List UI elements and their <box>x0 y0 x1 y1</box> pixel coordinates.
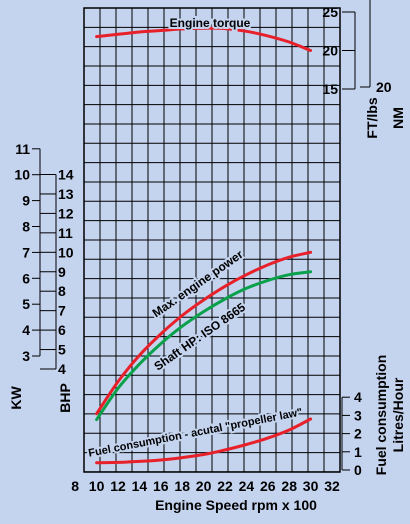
kw-tick-label: 11 <box>15 141 30 157</box>
bhp-tick-label: 10 <box>58 244 74 260</box>
bhp-tick-label: 5 <box>58 342 66 358</box>
nm-tick-label: 20 <box>376 79 392 95</box>
nm-tick-label: 25 <box>376 0 392 2</box>
fuel-tick-label: 0 <box>354 462 362 478</box>
kw-tick-label: 4 <box>22 322 30 338</box>
bhp-tick-label: 9 <box>58 264 66 280</box>
kw-tick-label: 5 <box>22 296 30 312</box>
x-tick-label: 22 <box>217 478 233 494</box>
x-tick-label: 28 <box>281 478 297 494</box>
grid-layer <box>83 7 341 473</box>
kw-tick-label: 9 <box>22 193 30 209</box>
max-engine-power-curve <box>95 250 313 416</box>
kw-tick-label: 3 <box>22 348 30 364</box>
bhp-tick-label: 8 <box>58 283 66 299</box>
nm-axis-title: NM <box>390 107 406 129</box>
kw-tick-label: 10 <box>14 167 30 183</box>
bhp-tick-label: 7 <box>58 303 66 319</box>
x-tick-label: 10 <box>89 478 105 494</box>
x-tick-label: 8 <box>71 478 79 494</box>
axis-layer <box>32 0 371 471</box>
bhp-tick-label: 12 <box>58 205 74 221</box>
fuel-tick-label: 2 <box>354 426 362 442</box>
bhp-tick-label: 4 <box>58 361 66 377</box>
fuel-tick-label: 1 <box>354 444 362 460</box>
x-tick-label: 26 <box>260 478 276 494</box>
bhp-tick-label: 11 <box>58 225 73 241</box>
curve-layer <box>95 26 313 465</box>
x-axis-title: Engine Speed rpm x 100 <box>155 497 317 513</box>
plot-frame <box>83 7 341 473</box>
fuel-axis-title: Fuel consumption <box>373 355 389 476</box>
ftlbs-tick-label: 20 <box>322 43 338 59</box>
x-tick-label: 16 <box>153 478 169 494</box>
fuel-tick-label: 4 <box>354 389 362 405</box>
fuel-tick-label: 3 <box>354 407 362 423</box>
kw-tick-label: 8 <box>22 219 30 235</box>
bhp-tick-label: 6 <box>58 322 66 338</box>
kw-axis-title: KW <box>8 386 24 410</box>
fuel-consumption-curve <box>95 417 313 465</box>
x-tick-label: 18 <box>174 478 190 494</box>
ftlbs-tick-label: 25 <box>322 4 338 20</box>
x-tick-label: 14 <box>132 478 148 494</box>
x-tick-label: 12 <box>110 478 126 494</box>
engine-torque-curve <box>95 26 313 52</box>
x-tick-label: 32 <box>324 478 340 494</box>
engine-torque-label: Engine torque <box>170 16 251 30</box>
shaft-hp-curve <box>95 270 313 422</box>
bhp-tick-label: 14 <box>58 167 74 183</box>
ftlbs-tick-label: 15 <box>322 81 338 97</box>
x-tick-label: 24 <box>239 478 255 494</box>
kw-tick-label: 6 <box>22 270 30 286</box>
x-tick-label: 30 <box>303 478 319 494</box>
bhp-axis-title: BHP <box>57 383 73 413</box>
ftlbs-axis-title: FT/lbs <box>364 97 380 138</box>
bhp-tick-label: 13 <box>58 186 74 202</box>
fuel-axis-title-unit: Litres/Hour <box>390 377 406 452</box>
kw-tick-label: 7 <box>22 244 30 260</box>
x-tick-label: 20 <box>196 478 212 494</box>
